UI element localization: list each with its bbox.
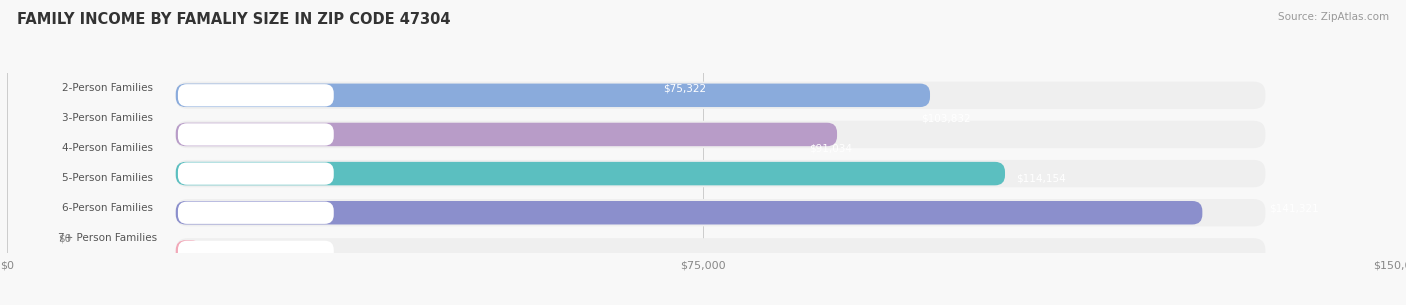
FancyBboxPatch shape (176, 82, 1265, 109)
FancyBboxPatch shape (179, 123, 333, 145)
FancyBboxPatch shape (176, 42, 1265, 70)
FancyBboxPatch shape (179, 163, 333, 185)
FancyBboxPatch shape (179, 241, 333, 263)
Text: 5-Person Families: 5-Person Families (62, 173, 153, 183)
FancyBboxPatch shape (176, 199, 1265, 226)
Text: $141,321: $141,321 (1268, 203, 1319, 213)
Text: $75,322: $75,322 (662, 83, 706, 93)
FancyBboxPatch shape (179, 45, 333, 67)
FancyBboxPatch shape (176, 238, 1265, 266)
Text: $0: $0 (58, 233, 72, 243)
Text: 7+ Person Families: 7+ Person Families (59, 233, 157, 243)
Text: 3-Person Families: 3-Person Families (62, 113, 153, 123)
FancyBboxPatch shape (179, 202, 333, 224)
Text: $114,154: $114,154 (1017, 173, 1066, 183)
FancyBboxPatch shape (179, 84, 333, 106)
Text: 2-Person Families: 2-Person Families (62, 83, 153, 93)
Text: 6-Person Families: 6-Person Families (62, 203, 153, 213)
FancyBboxPatch shape (176, 240, 201, 264)
Text: 4-Person Families: 4-Person Families (62, 143, 153, 153)
Text: $103,832: $103,832 (921, 113, 970, 123)
FancyBboxPatch shape (176, 160, 1265, 187)
FancyBboxPatch shape (176, 121, 1265, 148)
Text: FAMILY INCOME BY FAMALIY SIZE IN ZIP CODE 47304: FAMILY INCOME BY FAMALIY SIZE IN ZIP COD… (17, 12, 450, 27)
FancyBboxPatch shape (176, 201, 1202, 224)
Text: $91,034: $91,034 (808, 143, 852, 153)
FancyBboxPatch shape (176, 123, 837, 146)
FancyBboxPatch shape (176, 162, 1005, 185)
FancyBboxPatch shape (176, 84, 929, 107)
Text: Source: ZipAtlas.com: Source: ZipAtlas.com (1278, 12, 1389, 22)
FancyBboxPatch shape (176, 45, 723, 68)
